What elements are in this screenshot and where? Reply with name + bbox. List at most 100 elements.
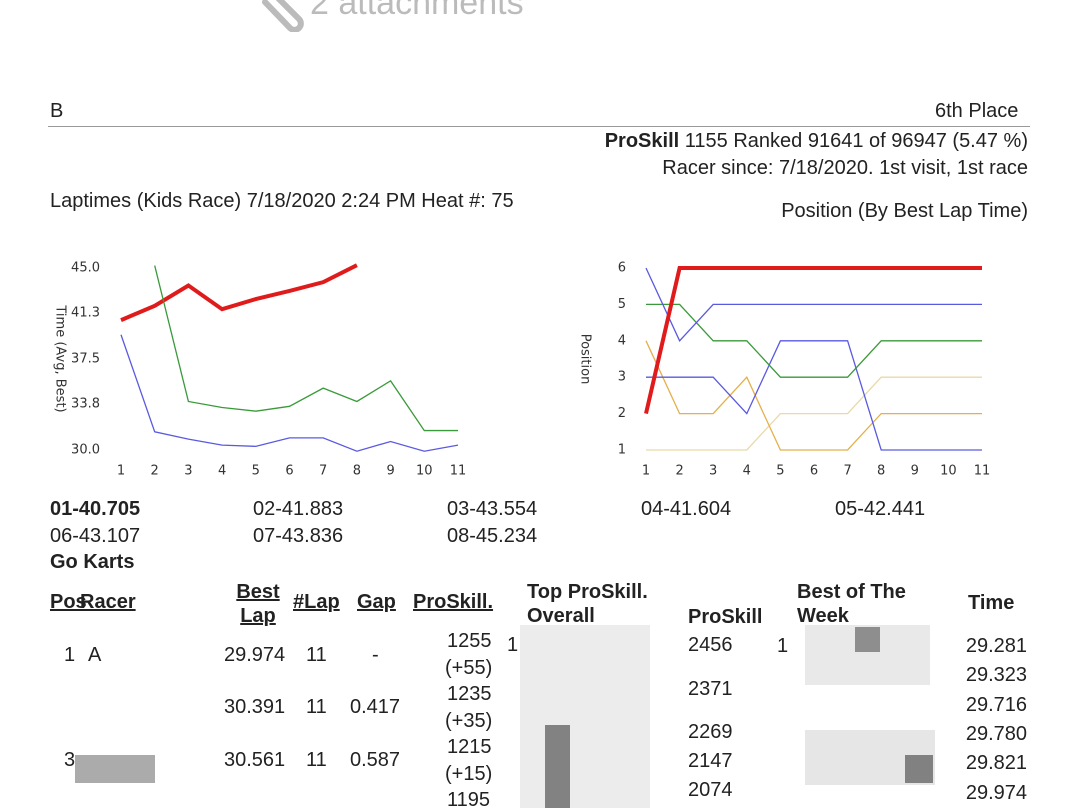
cell-proskill: 1235 <box>447 683 492 705</box>
cell-best-lap: 29.974 <box>224 644 286 666</box>
x-tick-label: 9 <box>911 464 919 479</box>
cell-change: (+55) <box>445 657 493 679</box>
cell-racer: A <box>88 644 102 666</box>
x-tick-label: 8 <box>877 464 885 479</box>
x-tick-label: 8 <box>353 464 361 479</box>
series-line <box>645 340 982 451</box>
best-time: 29.780 <box>965 722 1027 745</box>
x-tick-label: 3 <box>184 464 192 479</box>
x-tick-label: 11 <box>450 464 467 479</box>
x-tick-label: 5 <box>776 464 784 479</box>
proskill: 2371 <box>688 678 733 700</box>
x-tick-label: 7 <box>319 464 327 479</box>
best-time: 29.974 <box>965 781 1027 804</box>
column-header: ProSkill. <box>413 591 494 613</box>
cell-pos: 1 <box>64 644 76 666</box>
column-header: #Lap <box>293 591 340 613</box>
y-axis-label: Time (Avg, Best) <box>53 304 68 412</box>
y-axis-label: Position <box>578 334 593 385</box>
divider <box>48 126 1030 127</box>
series-line <box>120 263 358 322</box>
racer-since: Racer since: 7/18/2020. 1st visit, 1st r… <box>662 157 1028 179</box>
column-header: Best Lap <box>236 581 280 627</box>
y-tick-label: 4 <box>618 333 626 348</box>
rank: 1 <box>777 635 789 657</box>
chart-title: Laptimes (Kids Race) 7/18/2020 2:24 PM H… <box>50 190 514 212</box>
x-tick-label: 1 <box>642 464 650 479</box>
cell-best-lap: 30.561 <box>224 749 286 771</box>
cell-gap: 0.587 <box>350 749 401 771</box>
x-tick-label: 7 <box>843 464 851 479</box>
lap-time: 03-43.554 <box>447 498 538 520</box>
cell-gap: - <box>372 644 379 666</box>
best-time: 29.821 <box>965 752 1027 775</box>
y-tick-label: 1 <box>618 443 626 458</box>
x-tick-label: 10 <box>940 464 957 479</box>
attachments[interactable]: 2 attachments <box>310 0 524 22</box>
column-header: Top ProSkill. Overall <box>527 581 648 627</box>
chart-title: Position (By Best Lap Time) <box>781 200 1028 222</box>
y-tick-label: 3 <box>618 370 626 385</box>
column-header: Best of The Week <box>797 581 906 627</box>
series-line <box>646 340 982 451</box>
column-header: ProSkill <box>688 606 763 628</box>
proskill: 2456 <box>688 634 733 656</box>
cell-laps: 11 <box>306 644 327 666</box>
series-line <box>644 266 982 415</box>
y-tick-label: 2 <box>618 406 626 421</box>
x-tick-label: 11 <box>974 464 991 479</box>
proskill-text: 1155 Ranked 91641 of 96947 (5.47 %) <box>684 130 1028 152</box>
blur <box>905 755 933 783</box>
blur <box>855 627 880 652</box>
x-tick-label: 5 <box>252 464 260 479</box>
cell-change: (+35) <box>445 710 493 732</box>
best-time: 29.323 <box>965 664 1027 687</box>
lap-time: 05-42.441 <box>835 498 926 520</box>
lap-time: 01-40.705 <box>50 498 141 520</box>
x-tick-label: 10 <box>416 464 433 479</box>
cell-change: (+15) <box>445 763 493 785</box>
x-tick-label: 2 <box>675 464 683 479</box>
y-tick-label: 37.5 <box>71 352 100 367</box>
y-tick-label: 5 <box>618 297 626 312</box>
cell-laps: 11 <box>306 749 327 771</box>
proskill-label: ProSkill <box>604 130 680 152</box>
series-line <box>154 265 458 432</box>
x-tick-label: 2 <box>151 464 159 479</box>
cell-proskill: 1215 <box>447 736 492 758</box>
lap-time: 07-43.836 <box>253 525 344 547</box>
lap-time: 06-43.107 <box>50 525 141 547</box>
proskill: 2147 <box>688 750 733 772</box>
x-tick-label: 1 <box>117 464 125 479</box>
lap-time: 02-41.883 <box>253 498 344 520</box>
x-tick-label: 6 <box>810 464 818 479</box>
paperclip-icon <box>262 0 304 32</box>
cell-gap: 0.417 <box>350 696 401 718</box>
cell-proskill: 1195 <box>447 789 491 808</box>
series-line <box>646 376 982 451</box>
series-line <box>120 334 459 452</box>
column-header: Pos <box>50 591 87 613</box>
lap-time: 08-45.234 <box>447 525 538 547</box>
best-time: 29.716 <box>965 693 1027 716</box>
best-time: 29.281 <box>965 635 1027 657</box>
column-header: Racer <box>80 591 136 613</box>
rank: 1 <box>507 634 519 656</box>
column-header: Time <box>968 592 1015 614</box>
lap-time: 04-41.604 <box>641 498 732 520</box>
x-tick-label: 4 <box>218 464 226 479</box>
x-tick-label: 9 <box>386 464 394 479</box>
cell-best-lap: 30.391 <box>224 696 286 718</box>
section-title: Go Karts <box>50 551 135 573</box>
column-header: Gap <box>357 591 396 613</box>
blur <box>520 625 650 808</box>
blur <box>75 755 155 783</box>
cell-laps: 11 <box>306 696 327 718</box>
place: 6th Place <box>935 100 1019 122</box>
y-tick-label: 45.0 <box>71 261 100 276</box>
proskill: 2074 <box>688 779 733 801</box>
cell-pos: 3 <box>64 749 76 771</box>
y-tick-label: 33.8 <box>71 396 100 411</box>
